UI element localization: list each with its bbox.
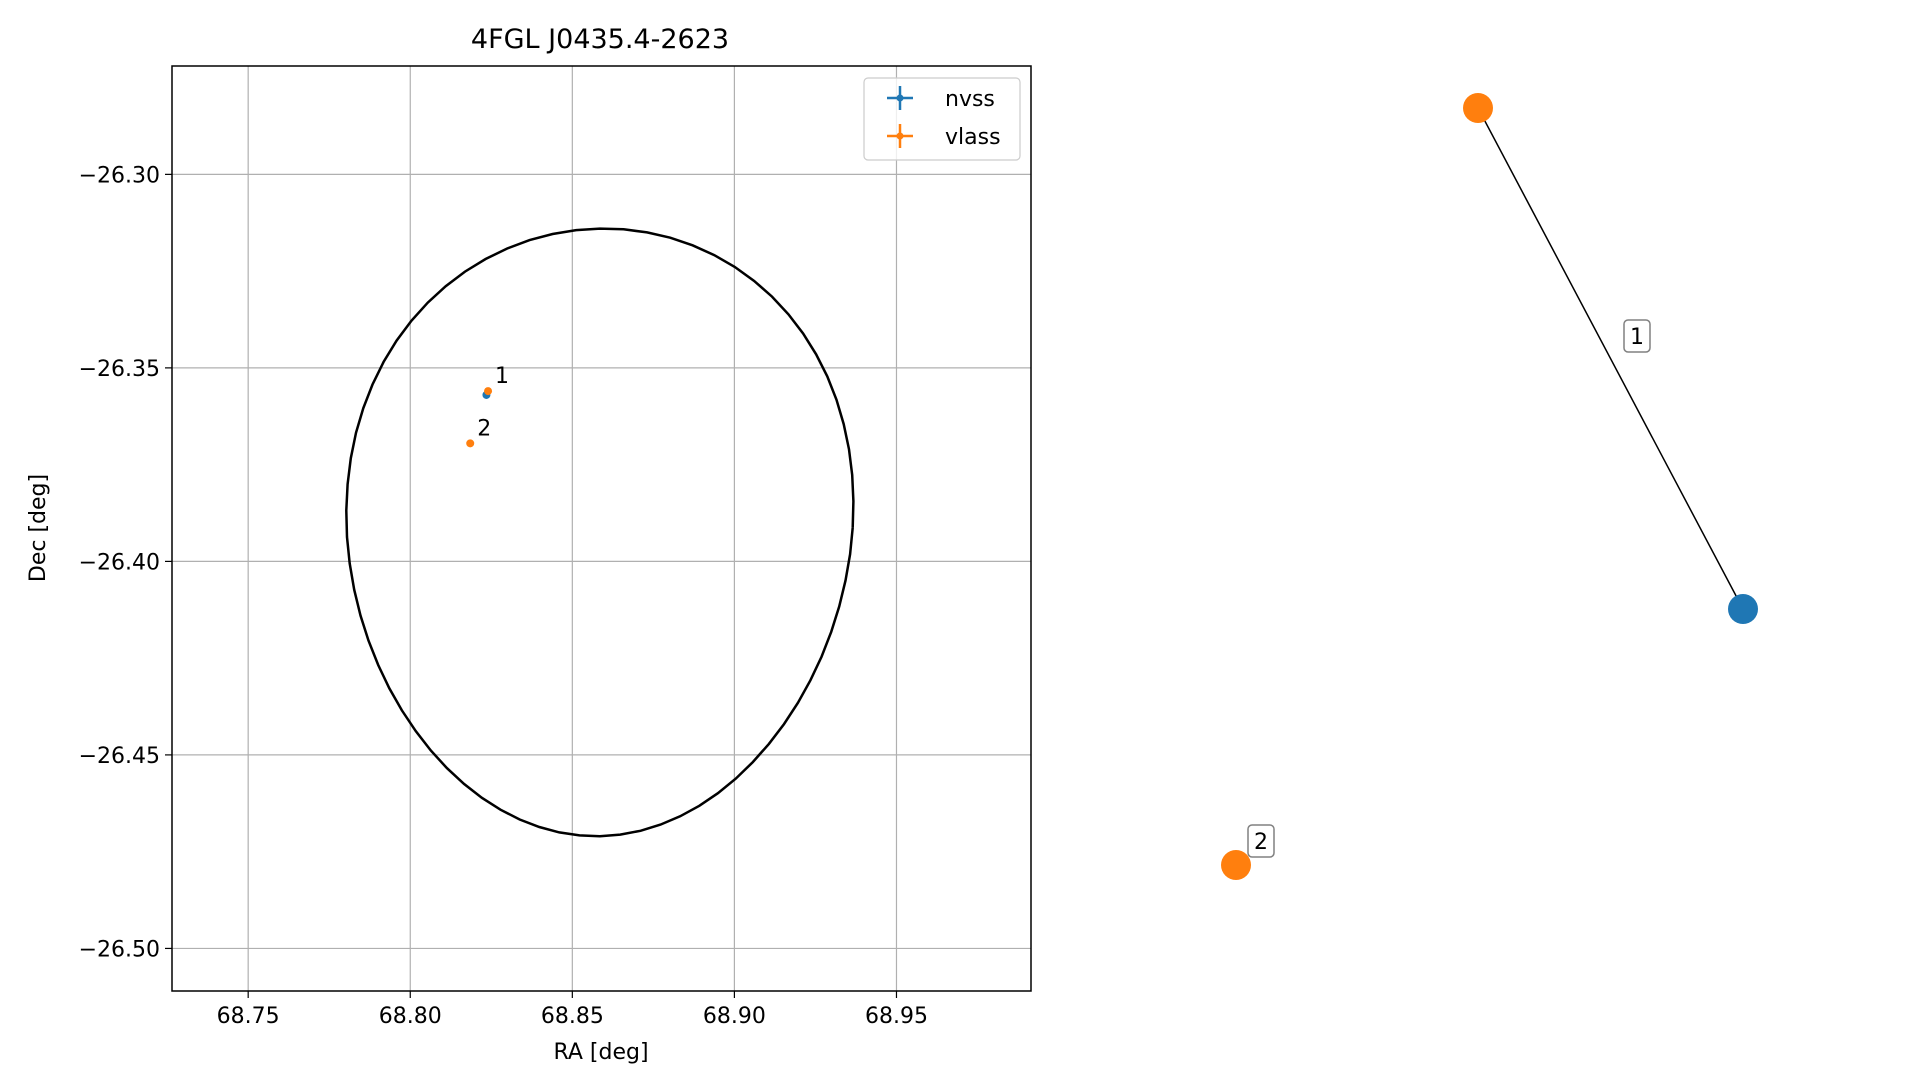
- point-annotation-1: 1: [495, 364, 509, 389]
- graph-edge-label-1: 1: [1623, 319, 1651, 353]
- point-annotation-2: 2: [477, 416, 491, 441]
- x-tick-label-1: 68.80: [379, 1004, 442, 1029]
- vlass-point-0: [484, 387, 493, 396]
- error-ellipse-path: [345, 227, 855, 838]
- legend-nvss-dot: [896, 94, 904, 102]
- legend-vlass-dot: [896, 132, 904, 140]
- legend: nvss vlass: [863, 77, 1021, 161]
- graph-node-vlass-2: [1221, 850, 1251, 880]
- grid: [172, 66, 1031, 991]
- match-network-graph: 1 2: [1221, 93, 1758, 880]
- graph-node-nvss-1: [1728, 594, 1758, 624]
- x-tick-label-2: 68.85: [541, 1004, 604, 1029]
- chart-title: 4FGL J0435.4-2623: [471, 24, 729, 55]
- y-tick-label-3: −26.45: [79, 744, 160, 769]
- edge-label-box: [1623, 319, 1651, 353]
- graph-node-label-2: 2: [1247, 824, 1275, 858]
- y-axis-label: Dec [deg]: [26, 474, 51, 582]
- y-tick-label-1: −26.35: [79, 357, 160, 382]
- error-ellipse: [345, 227, 855, 838]
- axis-ticks: 68.75 68.80 68.85 68.90 68.95 −26.30 −26.35 −26…: [79, 163, 928, 1029]
- legend-marker-vlass: [887, 124, 913, 148]
- x-axis-label: RA [deg]: [553, 1040, 648, 1065]
- y-tick-label-4: −26.50: [79, 937, 160, 962]
- graph-edge-1: [1477, 107, 1744, 610]
- edge-label-text: 1: [1630, 325, 1644, 350]
- node-label-text: 2: [1254, 830, 1268, 855]
- graph-node-vlass-1: [1463, 93, 1493, 123]
- x-tick-label-0: 68.75: [217, 1004, 280, 1029]
- node-label-box: [1247, 824, 1275, 858]
- plot-frame: [171, 65, 1032, 992]
- vlass-point-1: [466, 439, 475, 448]
- legend-label-nvss: nvss: [945, 87, 995, 112]
- x-tick-label-3: 68.90: [703, 1004, 766, 1029]
- legend-marker-nvss: [887, 86, 913, 110]
- sky-position-chart: 4FGL J0435.4-2623 12 68.75 68.80 68.85 68.9…: [26, 24, 1032, 1065]
- legend-label-vlass: vlass: [945, 125, 1001, 150]
- x-tick-label-4: 68.95: [865, 1004, 928, 1029]
- data-points: [466, 387, 493, 448]
- y-tick-label-0: −26.30: [79, 163, 160, 188]
- y-tick-label-2: −26.40: [79, 550, 160, 575]
- point-annotations: 12: [477, 364, 509, 441]
